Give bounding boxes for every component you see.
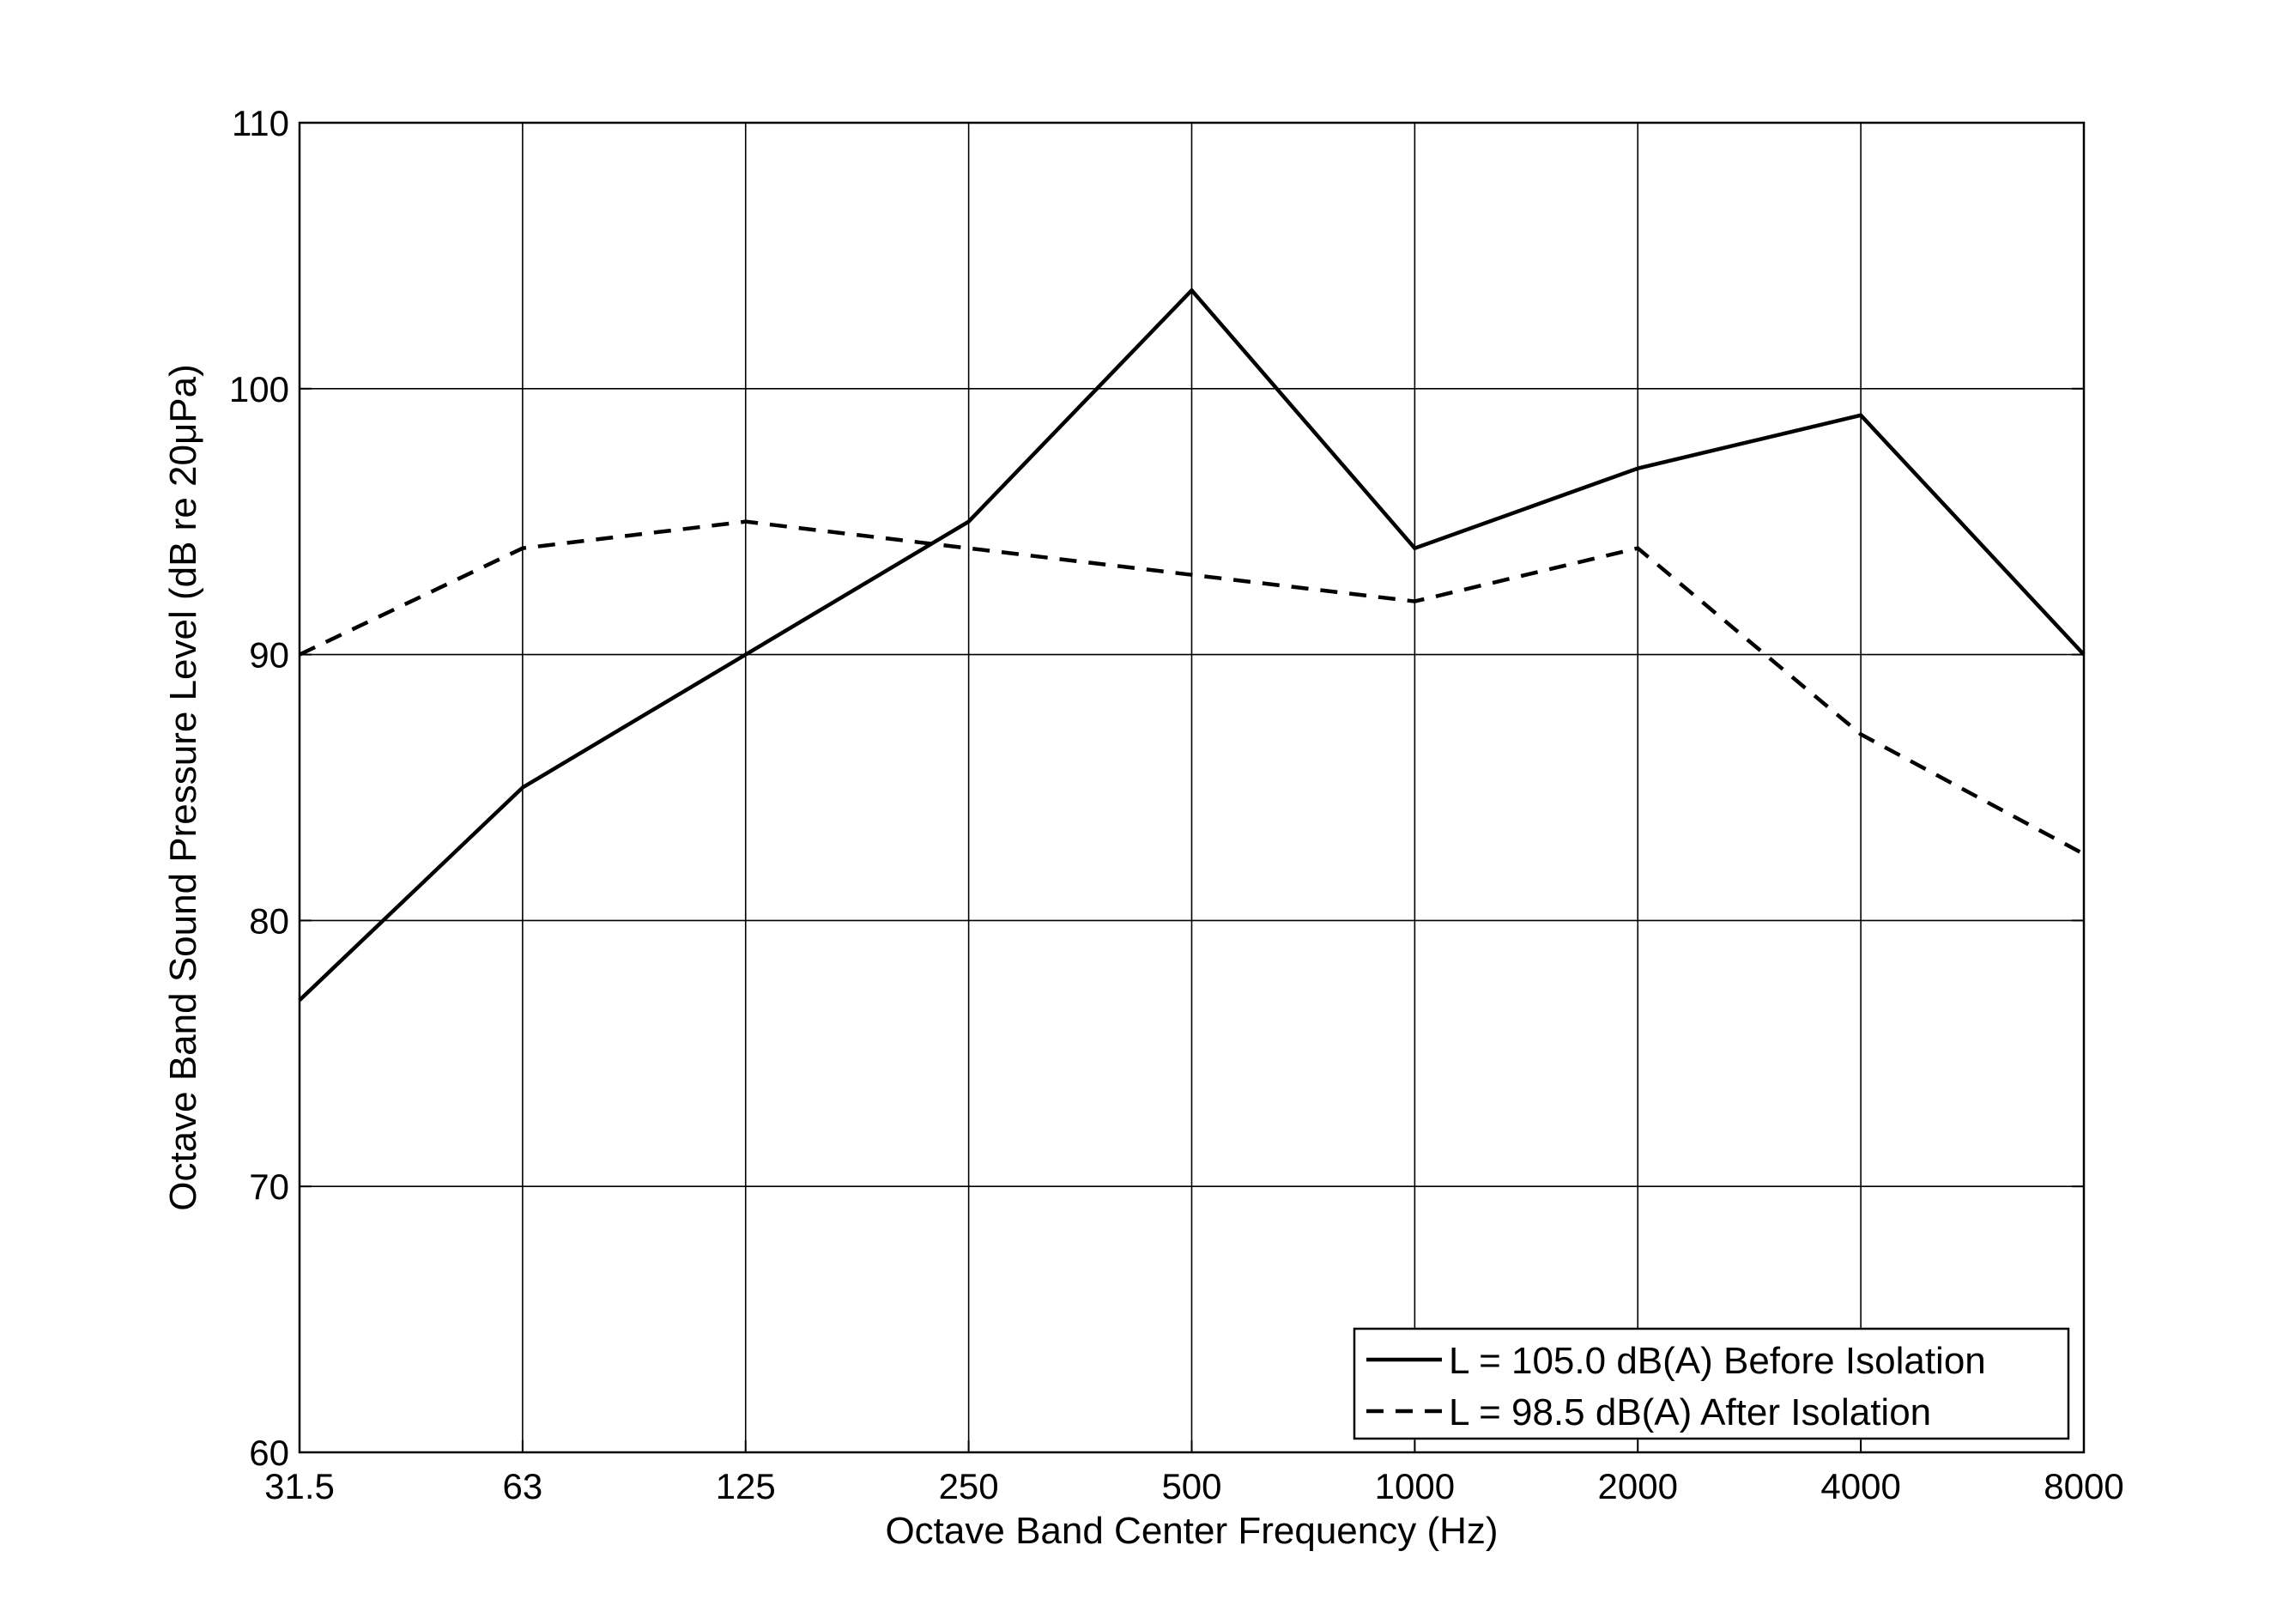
series-lines — [298, 287, 2086, 1002]
legend-label: L = 105.0 dB(A) Before Isolation — [1449, 1340, 1986, 1382]
x-tick-label: 250 — [939, 1466, 999, 1506]
y-tick-label: 110 — [232, 103, 289, 143]
x-tick-label: 63 — [503, 1466, 543, 1506]
y-tick-label: 70 — [249, 1166, 289, 1207]
tick-labels: 31.5 63 125 250 500 1000 2000 4000 8000 60 70 80 90 1… — [229, 103, 2124, 1506]
x-axis-label: Octave Band Center Frequency (Hz) — [885, 1510, 1498, 1552]
legend-box — [1353, 1327, 2070, 1440]
legend: L = 105.0 dB(A) Before Isolation L = 98.5… — [1353, 1327, 2070, 1440]
legend-label: L = 98.5 dB(A) After Isolation — [1449, 1391, 1931, 1433]
y-tick-label: 80 — [249, 900, 289, 941]
x-tick-label: 8000 — [2044, 1466, 2123, 1506]
x-tick-label: 500 — [1161, 1466, 1221, 1506]
y-tick-label: 60 — [249, 1433, 289, 1473]
x-tick-label: 4000 — [1820, 1466, 1900, 1506]
x-tick-label: 31.5 — [264, 1466, 335, 1506]
y-axis-label: Octave Band Sound Pressure Level (dB re … — [162, 364, 204, 1211]
y-tick-label: 100 — [229, 369, 289, 409]
x-tick-label: 125 — [716, 1466, 776, 1506]
series-line-before-isolation — [298, 287, 2086, 1002]
series-line-after-isolation — [299, 519, 2086, 856]
grid — [300, 123, 2084, 1452]
x-tick-label: 1000 — [1375, 1466, 1455, 1506]
x-tick-label: 2000 — [1598, 1466, 1678, 1506]
y-tick-label: 90 — [249, 635, 289, 676]
